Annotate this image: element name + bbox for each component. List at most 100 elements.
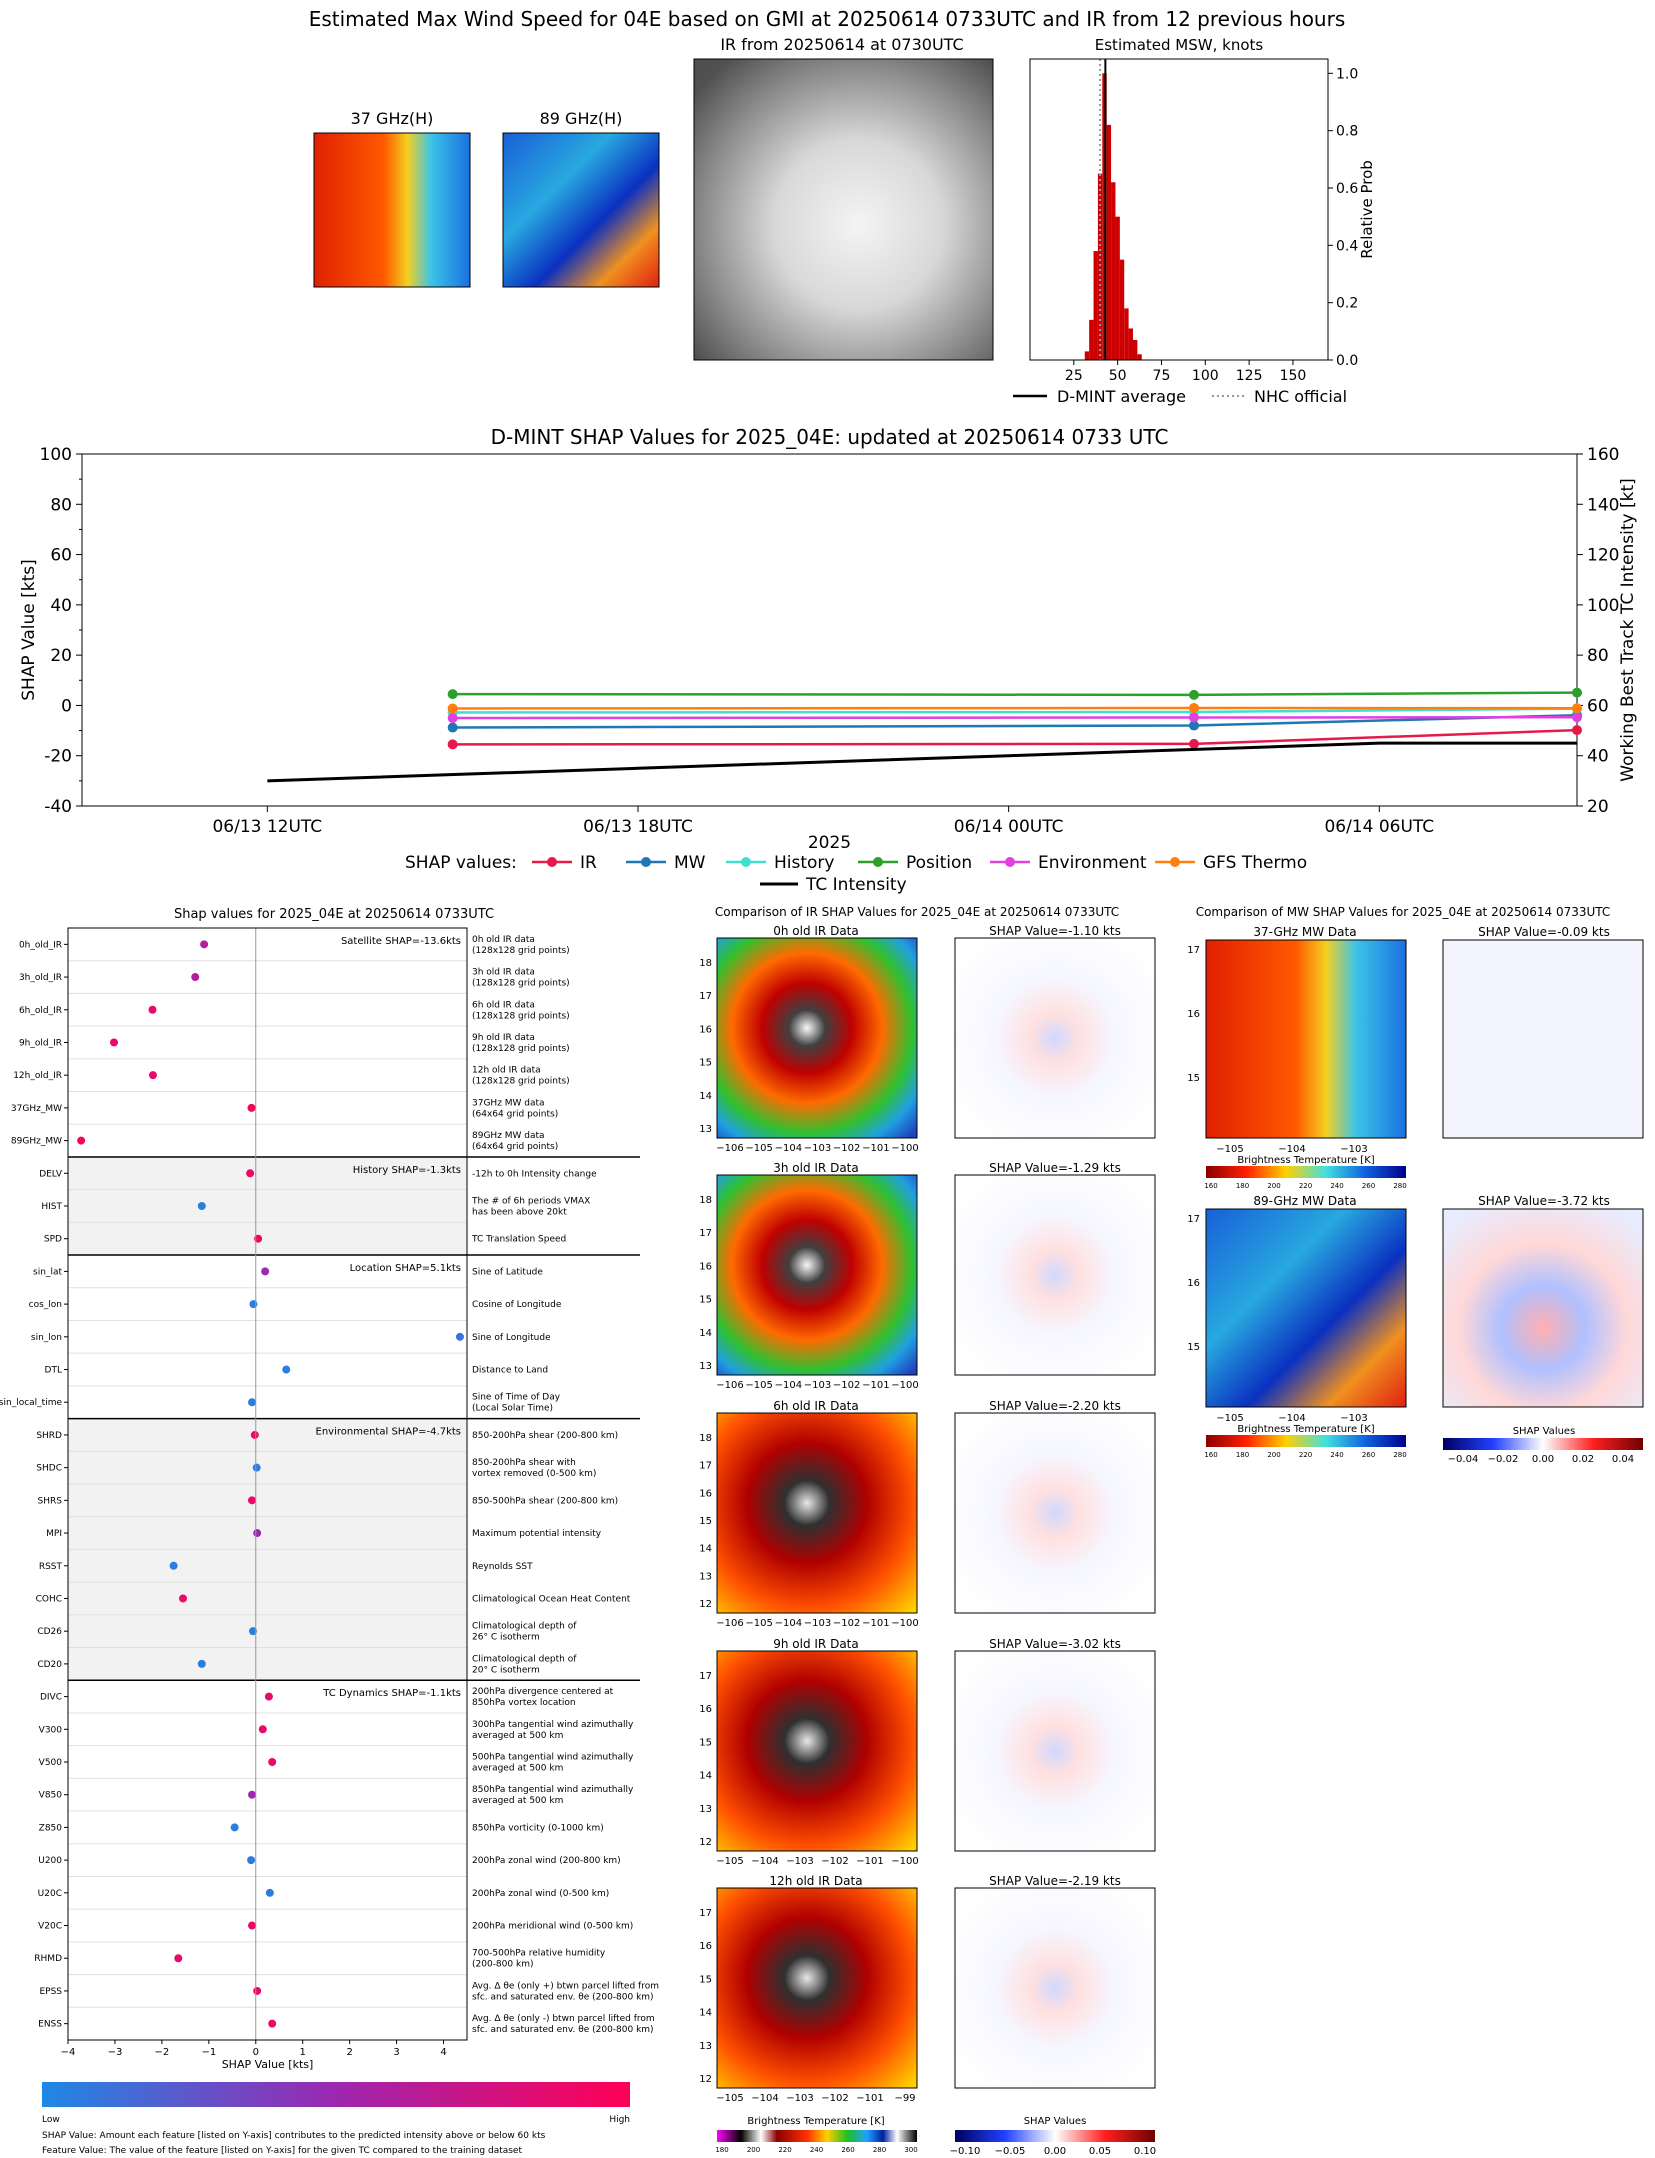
group-label: History SHAP=-1.3kts xyxy=(353,1165,461,1176)
feature-description: averaged at 500 km xyxy=(472,1731,563,1741)
mw-y-tick-label: 15 xyxy=(1187,1342,1200,1353)
ir-x-tick-label: −105 xyxy=(716,1856,743,1867)
feature-point xyxy=(258,1725,267,1734)
feature-name: U200 xyxy=(38,1856,62,1866)
ir-bt-tick-label: 280 xyxy=(873,2146,886,2154)
ir-x-tick-label: −101 xyxy=(862,1380,889,1391)
feature-point xyxy=(246,1169,255,1178)
feature-name: CD20 xyxy=(37,1660,62,1670)
note: SHAP Value: Amount each feature [listed … xyxy=(42,2131,546,2141)
ir-x-tick-label: −101 xyxy=(856,2093,883,2104)
mw-bt-tick-label: 280 xyxy=(1393,1182,1406,1190)
mw-x-tick-label: −103 xyxy=(1340,1144,1367,1155)
feature-point xyxy=(455,1332,464,1341)
feature-name: 6h_old_IR xyxy=(19,1006,62,1016)
ir-y-tick-label: 14 xyxy=(699,1544,712,1555)
mw-bt-colorbar-label: Brightness Temperature [K] xyxy=(1237,1424,1374,1435)
y-tick-label: 40 xyxy=(50,596,72,616)
ir-x-tick-label: −102 xyxy=(821,1856,848,1867)
feature-description: vortex removed (0-500 km) xyxy=(472,1469,596,1479)
timeseries-ylabel: SHAP Value [kts] xyxy=(19,559,39,701)
ir-x-tick-label: −101 xyxy=(862,1618,889,1629)
feature-description: Sine of Time of Day xyxy=(472,1393,561,1403)
feature-description: 200hPa divergence centered at xyxy=(472,1687,614,1697)
x-tick-label: 125 xyxy=(1236,368,1263,384)
series-point-environment xyxy=(1188,712,1199,723)
series-point-thermo xyxy=(1188,702,1199,713)
feature-description: 200hPa zonal wind (0-500 km) xyxy=(472,1889,609,1899)
x-tick-label: 50 xyxy=(1109,368,1127,384)
series-point-thermo xyxy=(1572,703,1582,714)
feature-point xyxy=(148,1005,157,1014)
y-right-tick-label: 100 xyxy=(1587,596,1619,616)
feature-name: RSST xyxy=(39,1562,63,1572)
feature-description: Climatological depth of xyxy=(472,1654,577,1664)
group-label: Environmental SHAP=-4.7kts xyxy=(316,1427,462,1438)
x-tick-label: 06/13 12UTC xyxy=(212,817,322,837)
feature-name: cos_lon xyxy=(29,1300,62,1310)
ir-shap-tick-label: 0.00 xyxy=(1044,2146,1066,2157)
y-right-tick-label: 60 xyxy=(1587,696,1609,716)
ir-shap-tick-label: −0.05 xyxy=(995,2146,1026,2157)
ir-x-tick-label: −105 xyxy=(745,1143,772,1154)
histogram-bar xyxy=(1097,173,1103,360)
feature-description: The # of 6h periods VMAX xyxy=(471,1197,590,1207)
legend-marker-thermo xyxy=(1170,857,1180,867)
x-tick-label: 150 xyxy=(1280,368,1307,384)
ir-y-tick-label: 13 xyxy=(699,1571,712,1582)
ir-x-tick-label: −105 xyxy=(745,1380,772,1391)
ir-image xyxy=(693,58,994,361)
x-tick-label: 2 xyxy=(346,2047,352,2058)
feature-description: sfc. and saturated env. θe (200-800 km) xyxy=(472,2025,654,2035)
histogram-bar xyxy=(1119,259,1125,360)
feature-frame xyxy=(67,927,468,2041)
feature-description: has been above 20kt xyxy=(472,1208,567,1218)
y-tick-label: 0 xyxy=(61,696,72,716)
feature-description: Sine of Latitude xyxy=(472,1267,543,1277)
feature-description: 850-200hPa shear (200-800 km) xyxy=(472,1431,618,1441)
ir-y-tick-label: 17 xyxy=(699,1461,712,1472)
histogram-bar xyxy=(1084,351,1090,360)
feature-colorbar xyxy=(42,2082,630,2107)
histogram-frame xyxy=(1029,58,1329,361)
ir-shap-tick-label: 0.05 xyxy=(1089,2146,1111,2157)
legend-label-history: History xyxy=(774,853,834,873)
feature-name: V500 xyxy=(39,1758,63,1768)
legend-nhc-label: NHC official xyxy=(1254,387,1347,406)
feature-point xyxy=(268,1758,277,1766)
ir-x-tick-label: −106 xyxy=(716,1618,743,1629)
x-tick-label: −1 xyxy=(201,2047,216,2058)
ir-y-tick-label: 15 xyxy=(699,1737,712,1748)
feature-name: sin_lon xyxy=(31,1333,62,1343)
feature-point xyxy=(248,1627,257,1636)
legend-marker-ir xyxy=(547,857,557,867)
group-label: Satellite SHAP=-13.6kts xyxy=(341,936,461,947)
feature-name: SHRS xyxy=(38,1496,63,1506)
x-tick-label: 75 xyxy=(1153,368,1171,384)
feature-description: Sine of Longitude xyxy=(472,1333,551,1343)
feature-description: Reynolds SST xyxy=(472,1562,533,1572)
ir-x-tick-label: −102 xyxy=(821,2093,848,2104)
shap-timeseries: D-MINT SHAP Values for 2025_04E: updated… xyxy=(19,425,1638,895)
ir-x-tick-label: −103 xyxy=(786,2093,813,2104)
series-point-thermo xyxy=(447,703,458,714)
mw-panel-label: 89-GHz MW Data xyxy=(1253,1194,1356,1208)
intensity-line xyxy=(267,741,1577,783)
feature-name: V20C xyxy=(38,1922,62,1932)
ir-title: IR from 20250614 at 0730UTC xyxy=(720,35,963,54)
feature-description: 3h old IR data xyxy=(472,968,535,978)
feature-point xyxy=(174,1954,183,1963)
ir-x-tick-label: −104 xyxy=(775,1143,802,1154)
series-point-position xyxy=(447,689,458,700)
feature-name: SHDC xyxy=(36,1464,62,1474)
legend-marker-history xyxy=(741,857,751,867)
legend-marker-mw xyxy=(641,857,651,867)
series-point-ir xyxy=(447,739,458,750)
ir-shap-label: SHAP Value=-2.19 kts xyxy=(989,1874,1121,1888)
y-tick-label: 1.0 xyxy=(1336,66,1358,82)
feature-point xyxy=(253,1986,262,1995)
ir-shap-image xyxy=(954,1650,1156,1852)
feature-point xyxy=(253,1529,262,1538)
ir-y-tick-label: 14 xyxy=(699,1328,712,1339)
